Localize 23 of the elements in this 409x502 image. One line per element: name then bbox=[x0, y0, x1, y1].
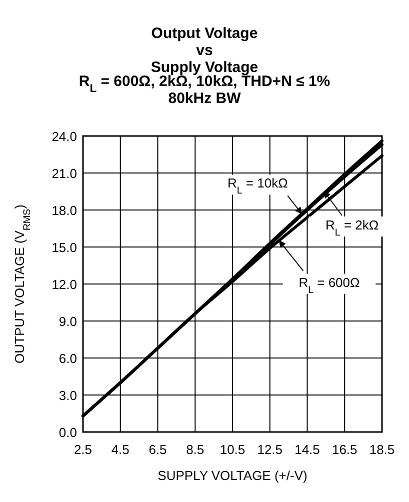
x-tick-label: 16.5 bbox=[332, 442, 358, 457]
x-tick-label: 14.5 bbox=[294, 442, 320, 457]
x-tick-label: 8.5 bbox=[186, 442, 204, 457]
y-tick-label: 18.0 bbox=[52, 203, 77, 218]
annotation: R$_{L}$ = 2kΩ bbox=[326, 218, 379, 238]
y-tick-label: 24.0 bbox=[52, 129, 77, 144]
x-tick-label: 2.5 bbox=[74, 442, 92, 457]
x-tick-label: 4.5 bbox=[111, 442, 130, 457]
y-tick-label: 3.0 bbox=[58, 388, 77, 403]
x-tick-label: 12.5 bbox=[257, 442, 283, 457]
chart-title: Output Voltage vs Supply Voltage R$_{L}$ = 600Ω, 2kΩ, 10kΩ, THD+N ≤ 1% 80kHz BW bbox=[78, 25, 330, 107]
x-tick-label: 10.5 bbox=[220, 442, 246, 457]
x-axis-title: SUPPLY VOLTAGE (+/-V) bbox=[158, 468, 308, 483]
annotation: R$_{L}$ = 600Ω bbox=[298, 274, 360, 296]
y-tick-label: 21.0 bbox=[52, 166, 77, 181]
x-tick-label: 18.5 bbox=[369, 442, 395, 457]
y-tick-label: 12.0 bbox=[52, 277, 77, 292]
x-tick-label: 6.5 bbox=[148, 442, 167, 457]
y-tick-label: 9.0 bbox=[58, 314, 77, 329]
y-tick-label: 15.0 bbox=[52, 240, 77, 255]
y-tick-label: 6.0 bbox=[58, 351, 77, 366]
annotation: R$_{L}$ = 10kΩ bbox=[227, 176, 288, 196]
y-tick-label: 0.0 bbox=[58, 425, 77, 440]
